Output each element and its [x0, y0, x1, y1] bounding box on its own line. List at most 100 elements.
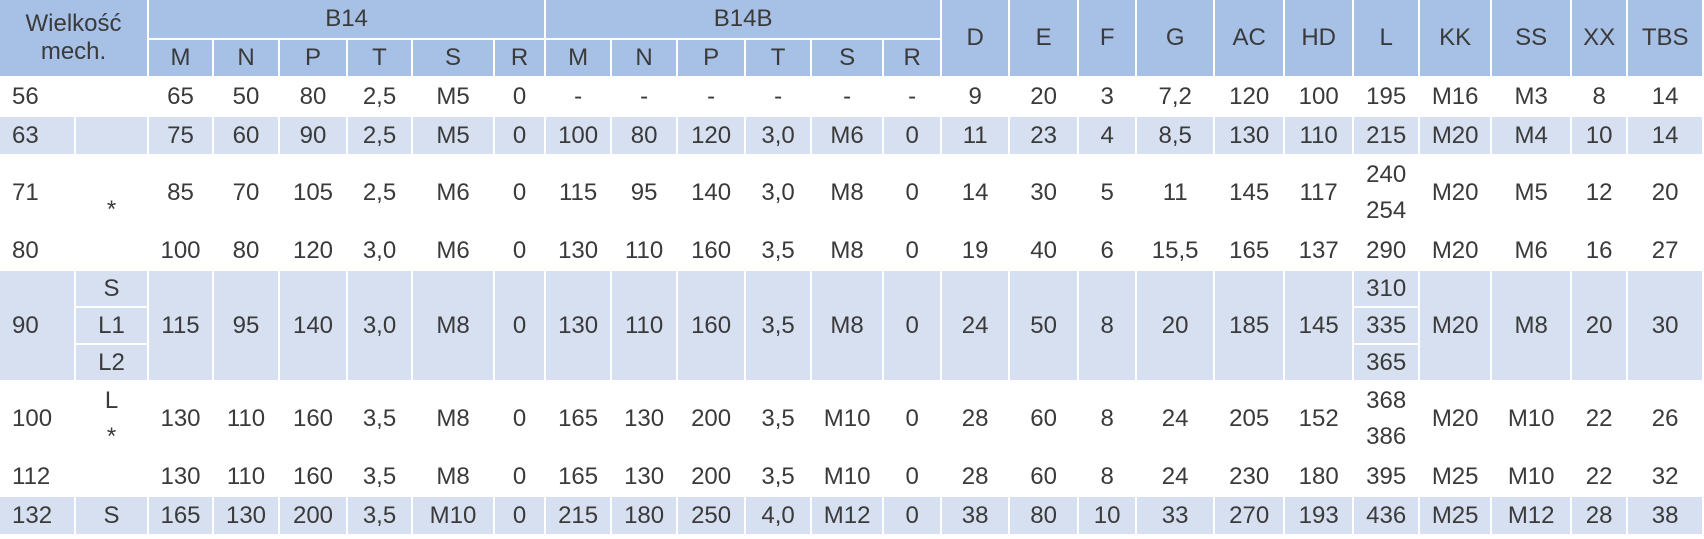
value-cell: 24	[1137, 458, 1216, 497]
value-cell: 270	[1215, 497, 1286, 536]
value-cell: 20	[1137, 271, 1216, 382]
value-cell: M3	[1492, 78, 1573, 117]
value-cell: 95	[612, 156, 679, 232]
column-header: M	[546, 40, 613, 78]
value-cell: 80	[612, 117, 679, 156]
value-cell: -	[884, 78, 943, 117]
value-cell: M6	[413, 156, 496, 232]
value-cell: 11	[1137, 156, 1216, 232]
size-cell: 80	[0, 232, 76, 271]
value-cell: 0	[495, 497, 547, 536]
value-cell: 95	[214, 271, 281, 382]
column-header: T	[348, 40, 414, 78]
group-header: B14B	[546, 0, 943, 40]
value-cell: 130	[214, 497, 281, 536]
value-cell: 5	[1079, 156, 1138, 232]
cell-line: 254	[1366, 197, 1407, 224]
value-cell: M25	[1420, 497, 1493, 536]
value-cell: 2,5	[348, 78, 414, 117]
value-cell: 10	[1079, 497, 1138, 536]
variant-cell: L2	[76, 345, 150, 382]
value-cell: 200	[678, 382, 747, 458]
column-header: AC	[1215, 0, 1286, 78]
value-cell: M10	[1492, 458, 1573, 497]
value-cell: 40	[1010, 232, 1080, 271]
column-header: T	[746, 40, 813, 78]
value-cell: 14	[1628, 78, 1704, 117]
value-cell: 3,5	[348, 382, 414, 458]
value-cell: 180	[612, 497, 679, 536]
table-row: 100 L * 130 110 160 3,5 M8 0 165 130 200 3,5 M10 0 28 60…	[0, 382, 1704, 458]
value-cell: M5	[1492, 156, 1573, 232]
column-header: SS	[1492, 0, 1573, 78]
value-cell: M8	[1492, 271, 1573, 382]
cell-line: *	[106, 423, 117, 450]
size-cell: 71	[0, 156, 76, 232]
value-cell: 250	[678, 497, 747, 536]
value-cell: 193	[1285, 497, 1355, 536]
variant-cell: S	[76, 497, 150, 536]
value-cell: M5	[413, 78, 496, 117]
value-cell: 110	[1285, 117, 1355, 156]
table-row: L2 365	[0, 345, 1704, 382]
value-cell: 20	[1572, 271, 1629, 382]
value-cell: -	[746, 78, 813, 117]
value-cell: 120	[1215, 78, 1286, 117]
column-header: TBS	[1628, 0, 1704, 78]
value-cell: 12	[1572, 156, 1629, 232]
value-cell: 130	[546, 271, 613, 382]
size-cell: 90	[0, 271, 76, 382]
size-header-line: mech.	[40, 38, 107, 65]
value-cell: 8,5	[1137, 117, 1216, 156]
value-cell: 140	[280, 271, 349, 382]
value-cell: 3,0	[746, 117, 813, 156]
value-cell: 290	[1354, 232, 1421, 271]
value-cell: 0	[495, 117, 547, 156]
value-cell: 14	[942, 156, 1011, 232]
value-cell: 3,0	[348, 232, 414, 271]
value-cell: 30	[1010, 156, 1080, 232]
value-cell: 0	[495, 78, 547, 117]
header-row: Wielkość mech. B14 B14B D E F G AC HD L KK SS XX TBS	[0, 0, 1704, 78]
value-cell: 0	[884, 156, 943, 232]
value-cell: 24	[942, 271, 1011, 382]
value-cell: M20	[1420, 117, 1493, 156]
value-cell: 50	[1010, 271, 1080, 382]
cell-line: 386	[1366, 423, 1407, 450]
value-cell: M25	[1420, 458, 1493, 497]
size-cell: 112	[0, 458, 76, 497]
value-cell: 2,5	[348, 156, 414, 232]
value-cell: 165	[149, 497, 215, 536]
column-header: F	[1079, 0, 1138, 78]
value-cell: 137	[1285, 232, 1355, 271]
value-cell: 10	[1572, 117, 1629, 156]
value-cell: 80	[214, 232, 281, 271]
value-cell: 140	[678, 156, 747, 232]
value-cell: 185	[1215, 271, 1286, 382]
value-cell: 20	[1628, 156, 1704, 232]
value-cell: 130	[149, 458, 215, 497]
value-cell: M8	[413, 382, 496, 458]
column-header: P	[678, 40, 747, 78]
value-cell: M12	[1492, 497, 1573, 536]
value-cell: 60	[1010, 458, 1080, 497]
value-cell: 16	[1572, 232, 1629, 271]
value-cell: M20	[1420, 232, 1493, 271]
value-cell: 26	[1628, 382, 1704, 458]
value-cell: 75	[149, 117, 215, 156]
value-cell: M16	[1420, 78, 1493, 117]
value-cell: 335	[1354, 308, 1421, 345]
value-cell: 160	[678, 271, 747, 382]
value-cell: 0	[884, 232, 943, 271]
table-row: 63 75 60 90 2,5 M5 0 100 80 120 3,0 M6 0 11 23 4 8,5 130 1…	[0, 117, 1704, 156]
value-cell: 0	[884, 382, 943, 458]
cell-line: 240	[1366, 161, 1407, 188]
value-cell: 117	[1285, 156, 1355, 232]
value-cell: 130	[149, 382, 215, 458]
value-cell: 145	[1215, 156, 1286, 232]
size-header: Wielkość mech.	[0, 0, 150, 78]
variant-cell	[76, 117, 150, 156]
value-cell: 0	[884, 117, 943, 156]
value-cell: 145	[1285, 271, 1355, 382]
value-cell: 215	[1354, 117, 1421, 156]
